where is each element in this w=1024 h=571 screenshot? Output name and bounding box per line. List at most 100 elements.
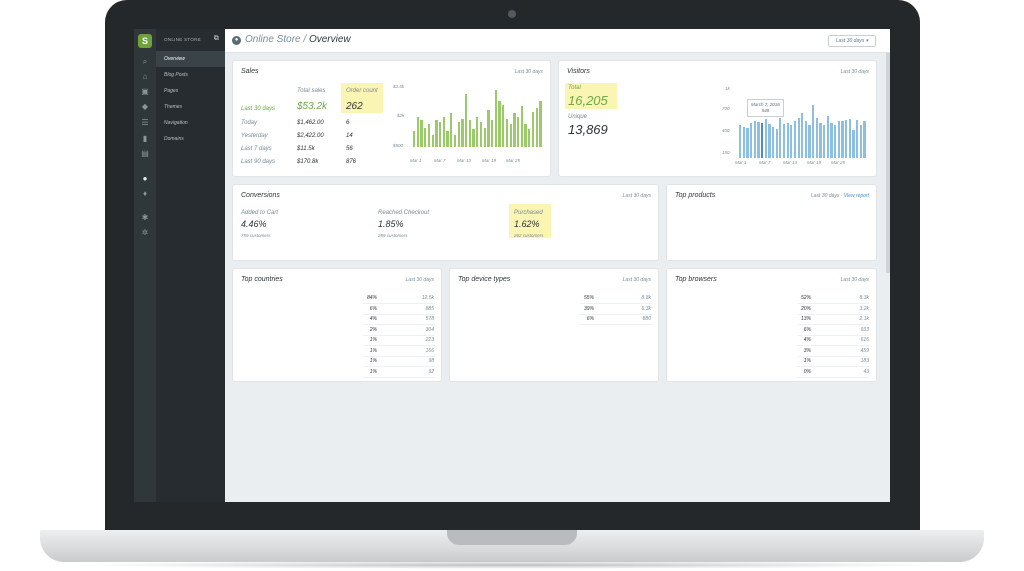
chart-bar[interactable] <box>446 131 449 147</box>
chart-bar[interactable] <box>753 121 756 158</box>
chart-bar[interactable] <box>782 123 786 158</box>
chart-bar[interactable] <box>834 124 837 158</box>
chart-bar[interactable] <box>427 123 431 147</box>
chart-bar[interactable] <box>491 120 494 147</box>
chart-bar[interactable] <box>413 131 416 147</box>
chart-bar[interactable] <box>863 121 866 158</box>
chart-bar[interactable] <box>531 111 535 147</box>
location-icon[interactable]: ♦ <box>142 189 148 198</box>
chart-bar[interactable] <box>812 105 815 158</box>
chart-bar[interactable] <box>826 116 830 158</box>
chart-bar[interactable] <box>539 100 542 147</box>
chart-bar[interactable] <box>502 104 505 147</box>
nav-item-pages[interactable]: Pages <box>164 88 179 94</box>
chart-bar[interactable] <box>815 117 819 158</box>
chart-bar[interactable] <box>830 122 833 158</box>
chart-bar[interactable] <box>779 118 782 158</box>
chart-bar[interactable] <box>528 129 531 147</box>
chart-bar[interactable] <box>859 125 862 158</box>
reports-icon[interactable]: ▮ <box>142 134 148 143</box>
total-highlight <box>565 83 617 109</box>
nav-item-overview[interactable]: Overview <box>156 51 225 67</box>
chart-bar[interactable] <box>465 93 468 147</box>
apps-icon[interactable]: ✱ <box>141 213 149 222</box>
shopify-logo-icon[interactable]: S <box>138 34 152 48</box>
chart-bar[interactable] <box>804 121 808 158</box>
chart-bar[interactable] <box>775 129 778 158</box>
card-range: Last 30 days <box>622 277 651 283</box>
chart-bar[interactable] <box>461 118 464 147</box>
chart-bar[interactable] <box>483 127 486 147</box>
chart-bar[interactable] <box>819 122 822 158</box>
chart-bar[interactable] <box>823 125 826 158</box>
chart-bar[interactable] <box>749 122 753 158</box>
chart-bar[interactable] <box>801 112 804 158</box>
chart-bar[interactable] <box>768 123 771 158</box>
view-report-link[interactable]: View report <box>843 193 869 199</box>
row-percent: 13% <box>800 316 811 322</box>
nav-item-domains[interactable]: Domains <box>164 136 184 142</box>
nav-item-navigation[interactable]: Navigation <box>164 120 188 126</box>
nav-item-blog-posts[interactable]: Blog Posts <box>164 72 188 78</box>
chart-bar[interactable] <box>764 118 767 158</box>
chart-bar[interactable] <box>457 122 460 147</box>
chart-bar[interactable] <box>431 134 434 147</box>
chart-bar[interactable] <box>487 109 490 147</box>
customers-icon[interactable]: ☰ <box>141 118 149 127</box>
online-store-icon[interactable]: ● <box>142 174 148 183</box>
chart-bar[interactable] <box>524 123 527 147</box>
breadcrumb-parent[interactable]: Online Store <box>245 34 301 45</box>
top-countries-card: Top countries Last 30 days 84% 12.5k 6% 885… <box>233 269 441 381</box>
chart-bar[interactable] <box>424 127 427 147</box>
chart-bar[interactable] <box>479 122 483 147</box>
settings-icon[interactable]: ✲ <box>141 228 149 237</box>
chart-bar[interactable] <box>472 129 475 147</box>
orders-icon[interactable]: ▣ <box>141 87 149 96</box>
chart-bar[interactable] <box>852 130 855 158</box>
chart-bar[interactable] <box>520 106 523 147</box>
chart-bar[interactable] <box>453 134 457 147</box>
chart-bar[interactable] <box>760 123 764 158</box>
chart-bar[interactable] <box>416 116 419 147</box>
scrollbar[interactable] <box>886 53 890 273</box>
home-icon[interactable]: ⌂ <box>142 72 148 81</box>
chart-bar[interactable] <box>420 120 423 147</box>
chart-bar[interactable] <box>793 120 797 158</box>
chart-bar[interactable] <box>450 113 453 147</box>
chart-bar[interactable] <box>841 120 844 158</box>
chart-bar[interactable] <box>498 100 501 147</box>
chart-bar[interactable] <box>439 122 442 147</box>
chart-bar[interactable] <box>509 123 512 147</box>
discounts-icon[interactable]: ▤ <box>141 149 149 158</box>
chart-bar[interactable] <box>837 121 840 158</box>
chart-bar[interactable] <box>757 122 760 158</box>
conversions-card: Conversions Last 30 days Added to Cart 4… <box>233 185 658 260</box>
chart-bar[interactable] <box>856 120 859 158</box>
tag-icon[interactable]: ◆ <box>141 102 149 111</box>
chart-bar[interactable] <box>786 122 789 158</box>
date-range-button[interactable]: Last 30 days ▾ <box>828 35 876 47</box>
chart-bar[interactable] <box>808 125 811 158</box>
chart-bar[interactable] <box>535 108 538 147</box>
chart-bar[interactable] <box>513 113 516 147</box>
chart-bar[interactable] <box>468 120 471 147</box>
chart-bar[interactable] <box>848 118 851 158</box>
chart-bar[interactable] <box>517 116 520 147</box>
chart-bar[interactable] <box>739 125 742 158</box>
chart-bar[interactable] <box>505 118 509 147</box>
chart-bar[interactable] <box>494 90 497 147</box>
chart-bar[interactable] <box>435 120 438 147</box>
chart-bar[interactable] <box>442 116 445 147</box>
search-icon[interactable]: ⌕ <box>142 57 148 66</box>
row-divider <box>363 334 435 336</box>
row-value: 183 <box>860 358 869 364</box>
chart-bar[interactable] <box>790 125 793 158</box>
external-link-icon[interactable]: ⧉ <box>213 35 219 42</box>
chart-bar[interactable] <box>845 120 848 158</box>
chart-bar[interactable] <box>746 128 749 158</box>
nav-item-themes[interactable]: Themes <box>164 104 183 110</box>
chart-bar[interactable] <box>742 126 745 158</box>
chart-bar[interactable] <box>476 116 479 147</box>
chart-bar[interactable] <box>771 126 775 158</box>
chart-bar[interactable] <box>797 117 800 158</box>
